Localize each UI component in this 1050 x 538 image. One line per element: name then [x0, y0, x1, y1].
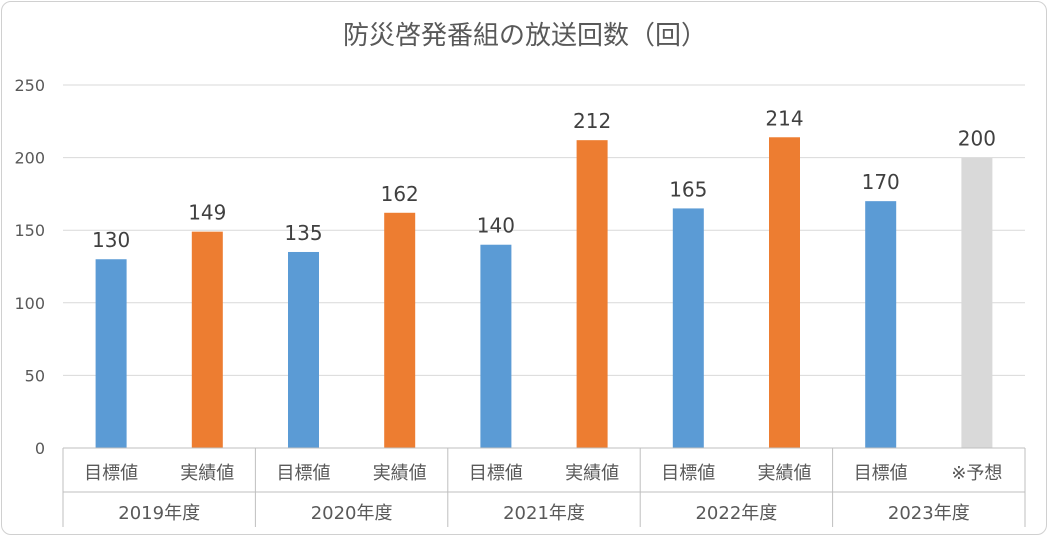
y-axis-ticks: 0 50 100 150 200 250 [14, 76, 45, 458]
group-label: 2020年度 [311, 503, 393, 524]
bar-value-label: 162 [381, 182, 419, 206]
bar [288, 251, 319, 448]
bar-value-label: 214 [765, 106, 803, 130]
group-label: 2023年度 [888, 503, 970, 524]
bar-value-label: 140 [477, 214, 515, 238]
bar-value-label: 212 [573, 109, 611, 133]
bar [576, 140, 608, 448]
bar-value-label: 200 [958, 127, 996, 151]
y-tick-label: 50 [25, 366, 45, 385]
bar-category-label: 実績値 [373, 463, 427, 484]
y-tick-label: 250 [14, 76, 45, 95]
bar-value-label: 165 [669, 177, 707, 201]
y-tick-label: 0 [35, 439, 45, 458]
chart-title: 防災啓発番組の放送回数（回） [343, 21, 707, 51]
bar [95, 259, 127, 448]
group-label: 2021年度 [503, 503, 585, 524]
bar-category-label: 目標値 [854, 463, 908, 484]
bar [384, 212, 416, 448]
bar-category-label: 目標値 [84, 463, 138, 484]
bar-category-label: 実績値 [565, 463, 619, 484]
y-tick-label: 100 [14, 294, 45, 313]
bars [95, 137, 993, 448]
bar [865, 201, 897, 448]
bar-category-label: 目標値 [469, 463, 523, 484]
bar [191, 231, 223, 448]
bar-value-label: 170 [862, 170, 900, 194]
y-tick-label: 150 [14, 221, 45, 240]
bar [961, 157, 993, 448]
gridlines [63, 84, 1025, 376]
bar [480, 244, 512, 448]
bar-value-label: 149 [188, 201, 226, 225]
group-label: 2019年度 [118, 503, 200, 524]
bar-category-label: 目標値 [277, 463, 331, 484]
bar-value-label: 135 [284, 221, 322, 245]
data-labels: 130 149 135 162 140 212 165 214 170 200 [92, 106, 996, 252]
bar [769, 137, 800, 448]
x-axis-categories: 目標値 実績値 2019年度 目標値 実績値 2020年度 目標値 実績値 2021年度 目標値 実… [62, 447, 1026, 527]
y-tick-label: 200 [14, 149, 45, 168]
bar-category-label: ※予想 [951, 463, 1002, 484]
bar-category-label: 実績値 [758, 463, 812, 484]
bar-category-label: 目標値 [661, 463, 715, 484]
bar-value-label: 130 [92, 228, 130, 252]
bar-category-label: 実績値 [180, 463, 234, 484]
group-label: 2022年度 [695, 503, 777, 524]
bar [672, 208, 704, 448]
